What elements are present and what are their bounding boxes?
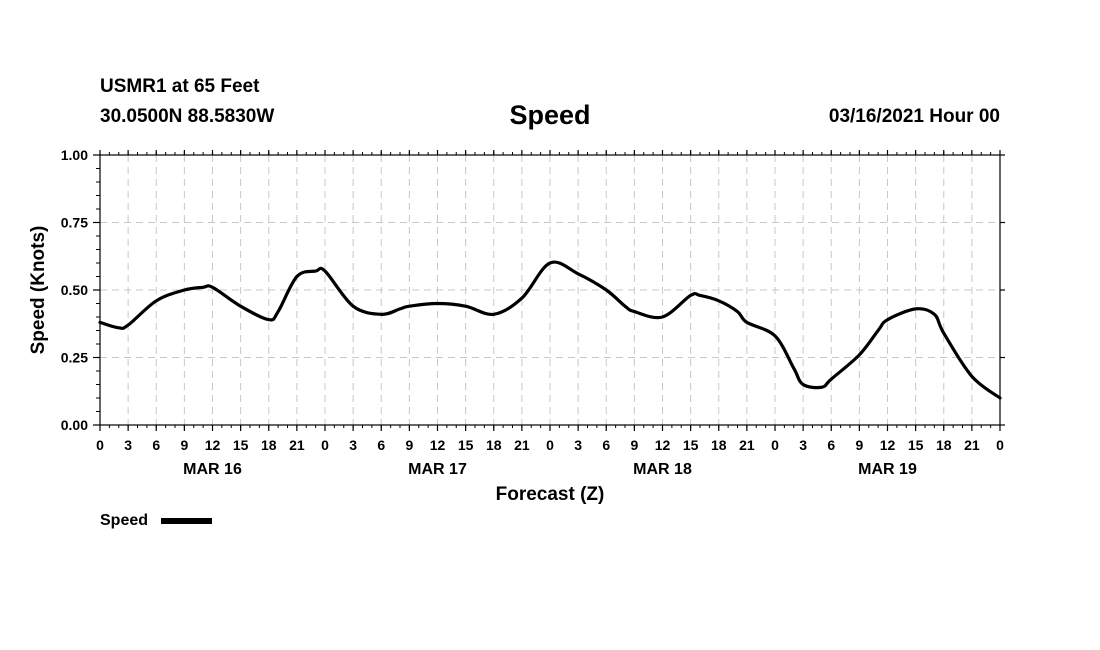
x-tick-label: 9: [405, 437, 413, 453]
x-tick-label: 15: [233, 437, 249, 453]
x-tick-label: 6: [377, 437, 385, 453]
y-tick-label: 0.50: [61, 282, 88, 298]
x-tick-label: 15: [458, 437, 474, 453]
x-tick-label: 21: [739, 437, 755, 453]
x-tick-label: 0: [321, 437, 329, 453]
x-tick-label: 21: [964, 437, 980, 453]
chart-title: Speed: [509, 100, 591, 130]
y-tick-label: 0.25: [61, 350, 88, 366]
coordinates-label: 30.0500N 88.5830W: [100, 106, 275, 127]
x-tick-label: 18: [936, 437, 952, 453]
day-label: MAR 17: [408, 461, 467, 478]
y-tick-label: 1.00: [61, 147, 88, 163]
x-tick-label: 6: [152, 437, 160, 453]
x-tick-label: 6: [602, 437, 610, 453]
y-tick-labels: 0.00 0.25 0.50 0.75 1.00: [61, 147, 88, 433]
x-tick-label: 18: [711, 437, 727, 453]
x-tick-label: 0: [546, 437, 554, 453]
x-tick-label: 0: [96, 437, 104, 453]
x-tick-label: 12: [430, 437, 446, 453]
x-tick-label: 3: [349, 437, 357, 453]
x-tick-label: 15: [908, 437, 924, 453]
speed-series-line: [98, 260, 1002, 400]
forecast-datetime: 03/16/2021 Hour 00: [828, 106, 1000, 127]
x-tick-label: 3: [124, 437, 132, 453]
legend: Speed: [100, 512, 212, 529]
x-tick-label: 18: [261, 437, 277, 453]
x-tick-label: 12: [880, 437, 896, 453]
x-tick-label: 6: [827, 437, 835, 453]
x-tick-label: 21: [514, 437, 530, 453]
day-labels: MAR 16 MAR 17 MAR 18 MAR 19: [183, 461, 917, 478]
x-tick-label: 3: [574, 437, 582, 453]
x-axis-label: Forecast (Z): [496, 484, 605, 505]
legend-label: Speed: [100, 512, 148, 529]
x-tick-label: 3: [799, 437, 807, 453]
axis-ticks: [93, 150, 1005, 431]
x-tick-label: 21: [289, 437, 305, 453]
x-tick-label: 0: [996, 437, 1004, 453]
x-tick-label: 9: [180, 437, 188, 453]
y-tick-label: 0.00: [61, 417, 88, 433]
x-tick-label: 15: [683, 437, 699, 453]
day-label: MAR 19: [858, 461, 917, 478]
x-tick-label: 18: [486, 437, 502, 453]
x-tick-label: 12: [655, 437, 671, 453]
y-axis-label: Speed (Knots): [28, 226, 49, 355]
day-label: MAR 18: [633, 461, 692, 478]
x-tick-label: 9: [630, 437, 638, 453]
x-tick-label: 0: [771, 437, 779, 453]
station-label: USMR1 at 65 Feet: [100, 76, 260, 97]
x-tick-label: 12: [205, 437, 221, 453]
x-tick-labels: 0 3 6 9 12 15 18 21 0 3 6 9 12 15 18 21 0 3 6 9 12 15 18 21 0 3 6 9…: [96, 437, 1004, 453]
y-tick-label: 0.75: [61, 215, 88, 231]
day-label: MAR 16: [183, 461, 242, 478]
x-tick-label: 9: [855, 437, 863, 453]
grid-lines: [100, 155, 1000, 425]
